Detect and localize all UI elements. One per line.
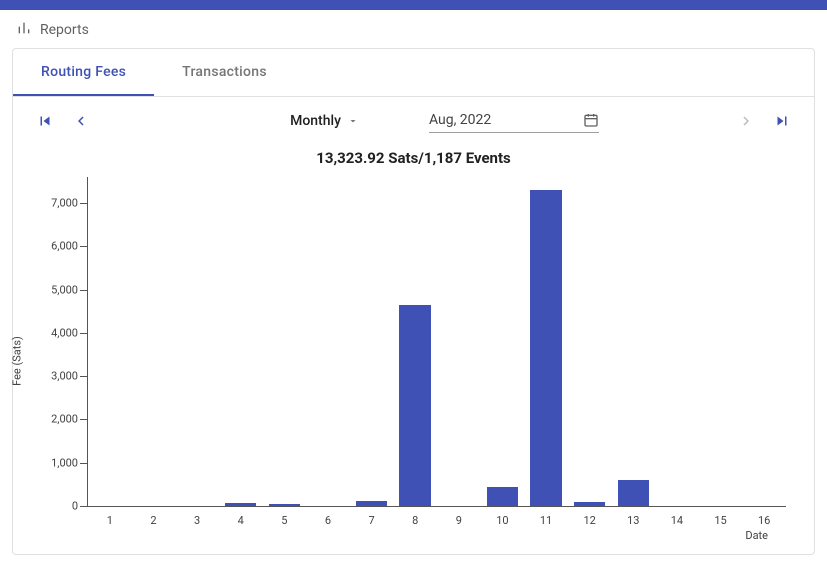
chart-plot: 12345678910111213141516 01,0002,0003,000… [87,177,786,507]
x-tick-label: 3 [194,514,200,527]
y-axis-label: Fee (Sats) [11,336,24,386]
date-picker[interactable]: Aug, 2022 [429,110,599,133]
prev-button[interactable] [67,107,95,135]
x-tick-label: 8 [412,514,418,527]
report-card: Routing FeesTransactions Monthly Aug, 20… [12,48,815,555]
reports-icon [16,20,32,40]
x-tick-label: 12 [584,514,596,527]
x-tick-label: 15 [714,514,726,527]
y-tick-label: 2,000 [51,413,88,426]
bar[interactable] [618,480,649,506]
y-tick-label: 6,000 [51,240,88,253]
chart-area: Fee (Sats) 12345678910111213141516 01,00… [13,167,814,554]
bars-container: 12345678910111213141516 [88,177,786,506]
x-tick-label: 10 [496,514,508,527]
chart-controls: Monthly Aug, 2022 [13,97,814,135]
tab-routing-fees[interactable]: Routing Fees [13,49,154,96]
page-header: Reports [0,10,827,48]
bar[interactable] [530,190,561,506]
bar-slot: 10 [481,177,525,506]
bar-slot: 6 [306,177,350,506]
bar-slot: 14 [655,177,699,506]
bar[interactable] [574,502,605,506]
y-tick-label: 7,000 [51,196,88,209]
page-title: Reports [40,22,89,38]
bar-slot: 15 [699,177,743,506]
bar-slot: 4 [219,177,263,506]
y-tick-label: 4,000 [51,326,88,339]
x-tick-label: 11 [540,514,552,527]
bar[interactable] [399,305,430,506]
bar-slot: 2 [132,177,176,506]
app-topbar [0,0,827,10]
bar-slot: 3 [175,177,219,506]
bar-slot: 13 [612,177,656,506]
bar[interactable] [225,503,256,506]
period-label: Monthly [290,113,341,129]
bar-slot: 9 [437,177,481,506]
y-tick-label: 5,000 [51,283,88,296]
bar-slot: 1 [88,177,132,506]
bar-slot: 11 [524,177,568,506]
x-tick-label: 7 [368,514,374,527]
y-tick-label: 1,000 [51,456,88,469]
y-tick-label: 3,000 [51,370,88,383]
bar[interactable] [487,487,518,506]
bar-slot: 7 [350,177,394,506]
chart-title: 13,323.92 Sats/1,187 Events [13,149,814,167]
x-tick-label: 9 [456,514,462,527]
x-tick-label: 14 [671,514,683,527]
y-tick-label: 0 [72,500,88,513]
x-tick-label: 6 [325,514,331,527]
calendar-icon [583,112,599,128]
x-tick-label: 16 [758,514,770,527]
x-tick-label: 1 [107,514,113,527]
first-page-button[interactable] [31,107,59,135]
bar[interactable] [269,504,300,506]
tabs: Routing FeesTransactions [13,49,814,97]
period-select[interactable]: Monthly [288,109,361,133]
bar-slot: 8 [393,177,437,506]
tab-transactions[interactable]: Transactions [154,49,295,96]
date-label: Aug, 2022 [429,112,491,128]
bar[interactable] [356,501,387,506]
next-button[interactable] [732,107,760,135]
x-tick-label: 5 [281,514,287,527]
bar-slot: 16 [742,177,786,506]
x-tick-label: 4 [238,514,244,527]
x-tick-label: 2 [150,514,156,527]
bar-slot: 5 [263,177,307,506]
bar-slot: 12 [568,177,612,506]
x-tick-label: 13 [627,514,639,527]
last-page-button[interactable] [768,107,796,135]
chevron-down-icon [347,115,359,127]
